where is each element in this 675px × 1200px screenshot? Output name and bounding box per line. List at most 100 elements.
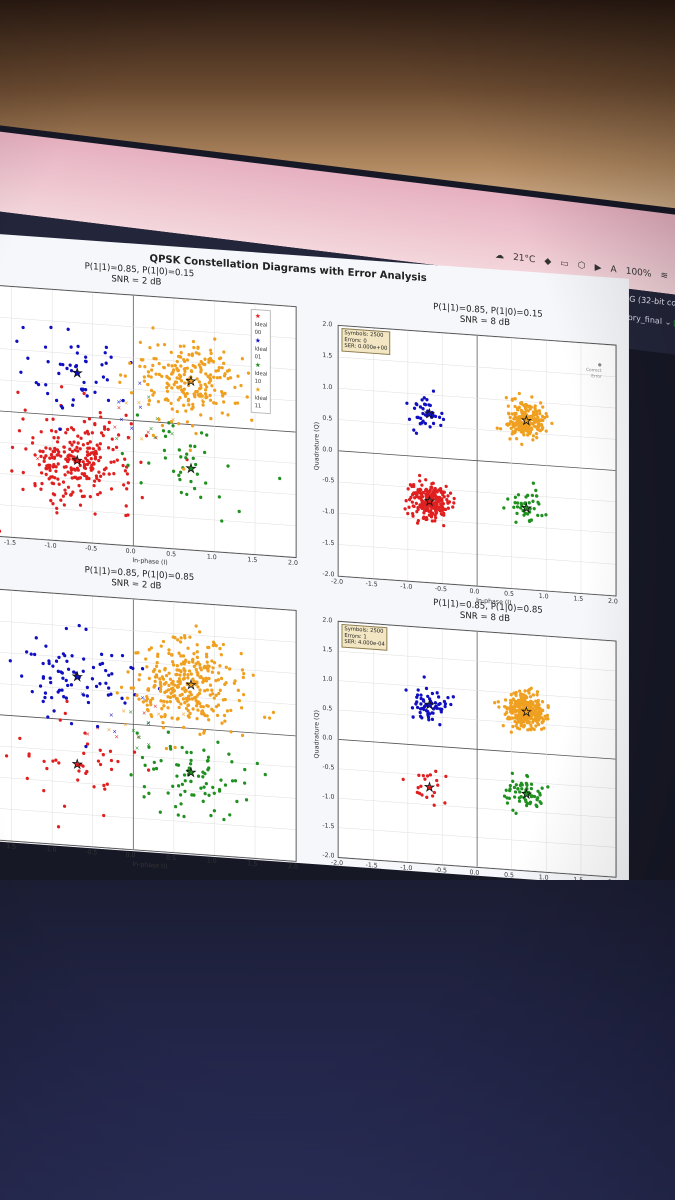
scatter-point xyxy=(434,516,438,520)
scatter-point xyxy=(524,788,528,792)
scatter-point xyxy=(39,430,43,434)
scatter-point xyxy=(99,431,104,435)
scatter-point xyxy=(179,490,183,495)
scatter-point xyxy=(82,419,86,424)
scatter-point xyxy=(513,414,517,419)
x-tick-label: 0.0 xyxy=(125,850,136,860)
scatter-point xyxy=(217,691,221,696)
scatter-point xyxy=(535,436,539,440)
scatter-point xyxy=(54,398,59,403)
scatter-point xyxy=(151,363,155,368)
scatter-point xyxy=(506,423,510,427)
scatter-point xyxy=(108,749,113,753)
play-icon[interactable]: ▶ xyxy=(594,262,602,274)
scatter-point xyxy=(146,688,150,692)
wifi-icon[interactable]: ≋ xyxy=(660,270,668,282)
scatter-point xyxy=(527,720,531,724)
display-icon[interactable]: ▭ xyxy=(560,258,569,270)
scatter-point xyxy=(142,379,147,383)
scatter-point xyxy=(84,359,88,364)
scatter-point xyxy=(82,693,86,697)
scatter-point xyxy=(427,718,431,722)
legend-star-icon: ★ xyxy=(254,385,261,394)
scatter-point xyxy=(145,694,149,699)
scatter-point xyxy=(502,704,507,709)
scatter-point xyxy=(205,714,209,718)
scatter-point xyxy=(180,388,184,392)
cloud-icon[interactable]: ⬡ xyxy=(577,260,586,272)
scatter-point xyxy=(531,717,536,722)
scatter-point xyxy=(501,724,505,728)
scatter-point xyxy=(510,771,514,776)
scatter-point xyxy=(177,448,181,452)
scatter-point xyxy=(206,664,210,668)
error-marker: × xyxy=(121,709,126,715)
scatter-point xyxy=(190,352,195,356)
scatter-point xyxy=(105,378,109,382)
scatter-point xyxy=(85,685,89,690)
keyboard-icon[interactable]: A xyxy=(610,264,617,276)
scatter-point xyxy=(191,456,195,460)
chevron-down-icon[interactable]: ⌄ xyxy=(664,317,674,328)
scatter-point xyxy=(184,658,188,662)
scatter-point xyxy=(532,424,536,428)
scatter-point xyxy=(63,711,67,716)
scatter-point xyxy=(535,804,539,809)
scatter-point xyxy=(163,668,167,672)
scatter-point xyxy=(222,361,226,366)
scatter-point xyxy=(508,437,512,441)
scatter-point xyxy=(21,487,25,492)
scatter-point xyxy=(514,693,518,698)
scatter-point xyxy=(82,380,86,385)
scatter-point xyxy=(240,357,244,361)
scatter-point xyxy=(140,358,144,362)
scatter-point xyxy=(415,705,420,710)
scatter-point xyxy=(146,374,151,378)
scatter-point xyxy=(170,653,174,657)
scatter-point xyxy=(64,678,68,683)
scatter-point xyxy=(165,389,170,393)
scatter-point xyxy=(166,706,170,710)
scatter-point xyxy=(109,487,114,491)
scatter-point xyxy=(535,703,539,707)
scatter-point xyxy=(106,398,111,403)
scatter-point xyxy=(446,695,450,700)
scatter-point xyxy=(516,418,520,423)
scatter-point xyxy=(426,715,431,719)
scatter-point xyxy=(33,652,37,657)
scatter-point xyxy=(91,447,96,451)
y-tick-label: 0.5 xyxy=(322,703,333,713)
scatter-point xyxy=(527,519,532,523)
grid-line xyxy=(0,712,296,737)
scatter-point xyxy=(33,482,37,486)
scatter-point xyxy=(431,707,436,711)
scatter-point xyxy=(226,413,230,417)
legend-label: Ideal 11 xyxy=(254,395,268,410)
scatter-point xyxy=(412,428,416,432)
scatter-point xyxy=(518,425,522,430)
x-tick-label: -0.5 xyxy=(434,865,447,875)
scatter-point xyxy=(189,750,193,755)
scatter-point xyxy=(163,397,167,402)
scatter-point xyxy=(171,679,175,684)
scatter-point xyxy=(241,692,246,697)
scatter-point xyxy=(142,375,147,379)
scatter-point xyxy=(530,427,534,431)
scatter-point xyxy=(537,424,541,429)
y-tick-label: -1.5 xyxy=(322,821,335,831)
grid-line xyxy=(0,533,296,558)
error-marker: × xyxy=(153,704,158,710)
scatter-point xyxy=(76,344,80,349)
ideal-point-star: ★ xyxy=(521,786,531,801)
scatter-point xyxy=(207,718,211,722)
scatter-point xyxy=(189,375,193,379)
scatter-point xyxy=(191,677,195,681)
scatter-point xyxy=(239,383,243,388)
scatter-point xyxy=(210,670,215,674)
x-tick-label: 1.0 xyxy=(538,591,549,601)
scatter-point xyxy=(52,462,56,467)
network-icon[interactable]: ◆ xyxy=(544,256,552,268)
scatter-point xyxy=(221,642,225,647)
scatter-point xyxy=(167,651,171,656)
scatter-point xyxy=(429,509,433,513)
